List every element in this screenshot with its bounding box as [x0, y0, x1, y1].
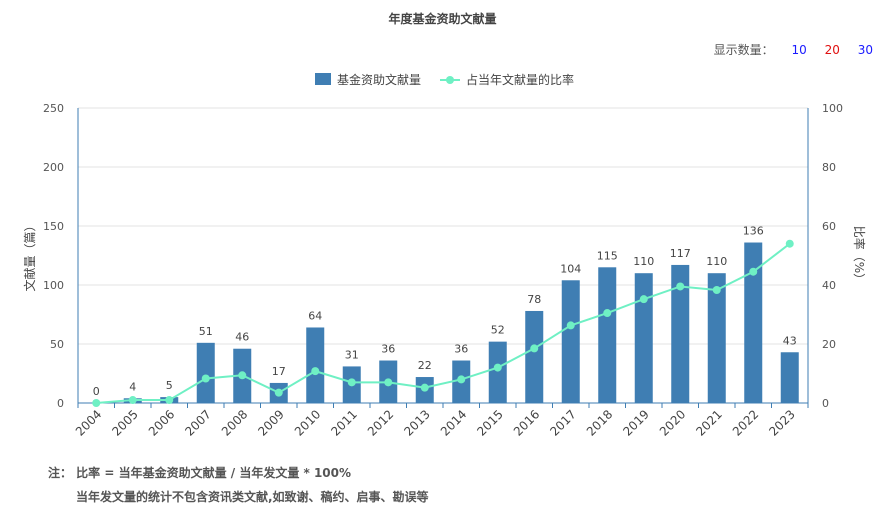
bar-value-label: 5 [166, 379, 173, 392]
display-count-label: 显示数量： [713, 43, 774, 57]
bar-value-label: 31 [345, 348, 359, 361]
y2-tick-label: 0 [822, 397, 829, 410]
x-tick-label: 2018 [584, 407, 615, 438]
ratio-point [311, 367, 320, 376]
bar-value-label: 4 [129, 380, 136, 393]
display-count-10-link[interactable]: 10 [791, 43, 807, 57]
x-tick-label: 2015 [474, 407, 505, 438]
x-tick-label: 2004 [73, 407, 104, 438]
bar-value-label: 110 [633, 255, 654, 268]
x-tick-label: 2020 [657, 407, 688, 438]
x-tick-label: 2017 [547, 407, 578, 438]
bar [634, 273, 653, 403]
x-tick-label: 2021 [693, 407, 724, 438]
ratio-point [493, 363, 502, 372]
display-count-selector: 显示数量： 10 20 30 [714, 41, 873, 58]
ratio-point [749, 267, 758, 276]
bar [707, 273, 726, 403]
x-tick-label: 2013 [401, 407, 432, 438]
display-count-20-link[interactable]: 20 [824, 43, 840, 57]
ratio-point [201, 374, 210, 383]
bar-value-label: 22 [418, 359, 432, 372]
x-tick-label: 2007 [182, 407, 213, 438]
x-tick-label: 2023 [766, 407, 797, 438]
bar-value-label: 115 [597, 249, 618, 262]
x-tick-label: 2014 [438, 407, 469, 438]
y2-axis-title: 比率（%） [852, 226, 867, 285]
legend-label-bar: 基金资助文献量 [337, 72, 421, 87]
x-tick-label: 2009 [255, 407, 286, 438]
bar-value-label: 0 [93, 385, 100, 398]
ratio-point [566, 321, 575, 330]
bar-value-label: 46 [235, 331, 249, 344]
ratio-point [384, 378, 393, 387]
x-tick-label: 2019 [620, 407, 651, 438]
y2-tick-label: 60 [822, 220, 836, 233]
bar-value-label: 51 [199, 325, 213, 338]
legend-swatch-line-marker [446, 76, 454, 84]
bar-value-label: 104 [560, 262, 581, 275]
y2-tick-label: 20 [822, 338, 836, 351]
bar-value-label: 36 [454, 343, 468, 356]
ratio-point [347, 378, 356, 387]
y-tick-label: 100 [43, 279, 64, 292]
x-tick-label: 2010 [292, 407, 323, 438]
y2-tick-label: 100 [822, 102, 843, 115]
bar-value-label: 117 [670, 247, 691, 260]
note-exclusion: 当年发文量的统计不包含资讯类文献,如致谢、稿约、启事、勘误等 [76, 490, 429, 504]
bar [780, 352, 799, 403]
ratio-point [603, 309, 612, 318]
y-tick-label: 250 [43, 102, 64, 115]
bar-value-label: 78 [527, 293, 541, 306]
y-tick-label: 200 [43, 161, 64, 174]
bar-value-label: 17 [272, 365, 286, 378]
note-ratio-formula: 注： 比率 = 当年基金资助文献量 / 当年发文量 * 100% [48, 466, 352, 480]
bar-value-label: 36 [381, 343, 395, 356]
chart-title: 年度基金资助文献量 [388, 12, 497, 26]
y-tick-label: 50 [50, 338, 64, 351]
y2-tick-label: 40 [822, 279, 836, 292]
bar [561, 280, 580, 403]
y-tick-label: 0 [57, 397, 64, 410]
bar-value-label: 136 [743, 225, 764, 238]
ratio-point [676, 282, 685, 291]
y-axis-title: 文献量（篇） [22, 219, 37, 291]
bar [488, 341, 507, 403]
y2-tick-label: 80 [822, 161, 836, 174]
x-tick-label: 2005 [109, 407, 140, 438]
ratio-point [420, 383, 429, 392]
x-tick-label: 2022 [730, 407, 761, 438]
x-tick-label: 2016 [511, 407, 542, 438]
x-tick-label: 2008 [219, 407, 250, 438]
display-count-30-link[interactable]: 30 [857, 43, 873, 57]
bar-value-label: 43 [783, 334, 797, 347]
bar [598, 267, 617, 403]
bar-value-label: 52 [491, 324, 505, 337]
bar [196, 342, 215, 403]
ratio-point [785, 239, 794, 248]
x-tick-label: 2012 [365, 407, 396, 438]
ratio-point [530, 344, 539, 353]
legend-swatch-bar [315, 73, 331, 85]
bar-value-label: 110 [706, 255, 727, 268]
ratio-line [96, 242, 791, 404]
ratio-point [639, 295, 648, 304]
ratio-point [712, 286, 721, 295]
ratio-point [165, 396, 174, 405]
ratio-point [238, 371, 247, 380]
x-tick-label: 2011 [328, 407, 359, 438]
x-tick-label: 2006 [146, 407, 177, 438]
y-tick-label: 150 [43, 220, 64, 233]
ratio-point [128, 396, 137, 405]
bar [525, 310, 544, 403]
ratio-point [274, 388, 283, 397]
bar [671, 264, 690, 403]
bar [744, 242, 763, 403]
bar-value-label: 64 [308, 309, 322, 322]
bar [306, 327, 325, 403]
legend-label-line: 占当年文献量的比率 [466, 72, 574, 87]
ratio-point [92, 399, 101, 407]
ratio-point [457, 375, 466, 384]
